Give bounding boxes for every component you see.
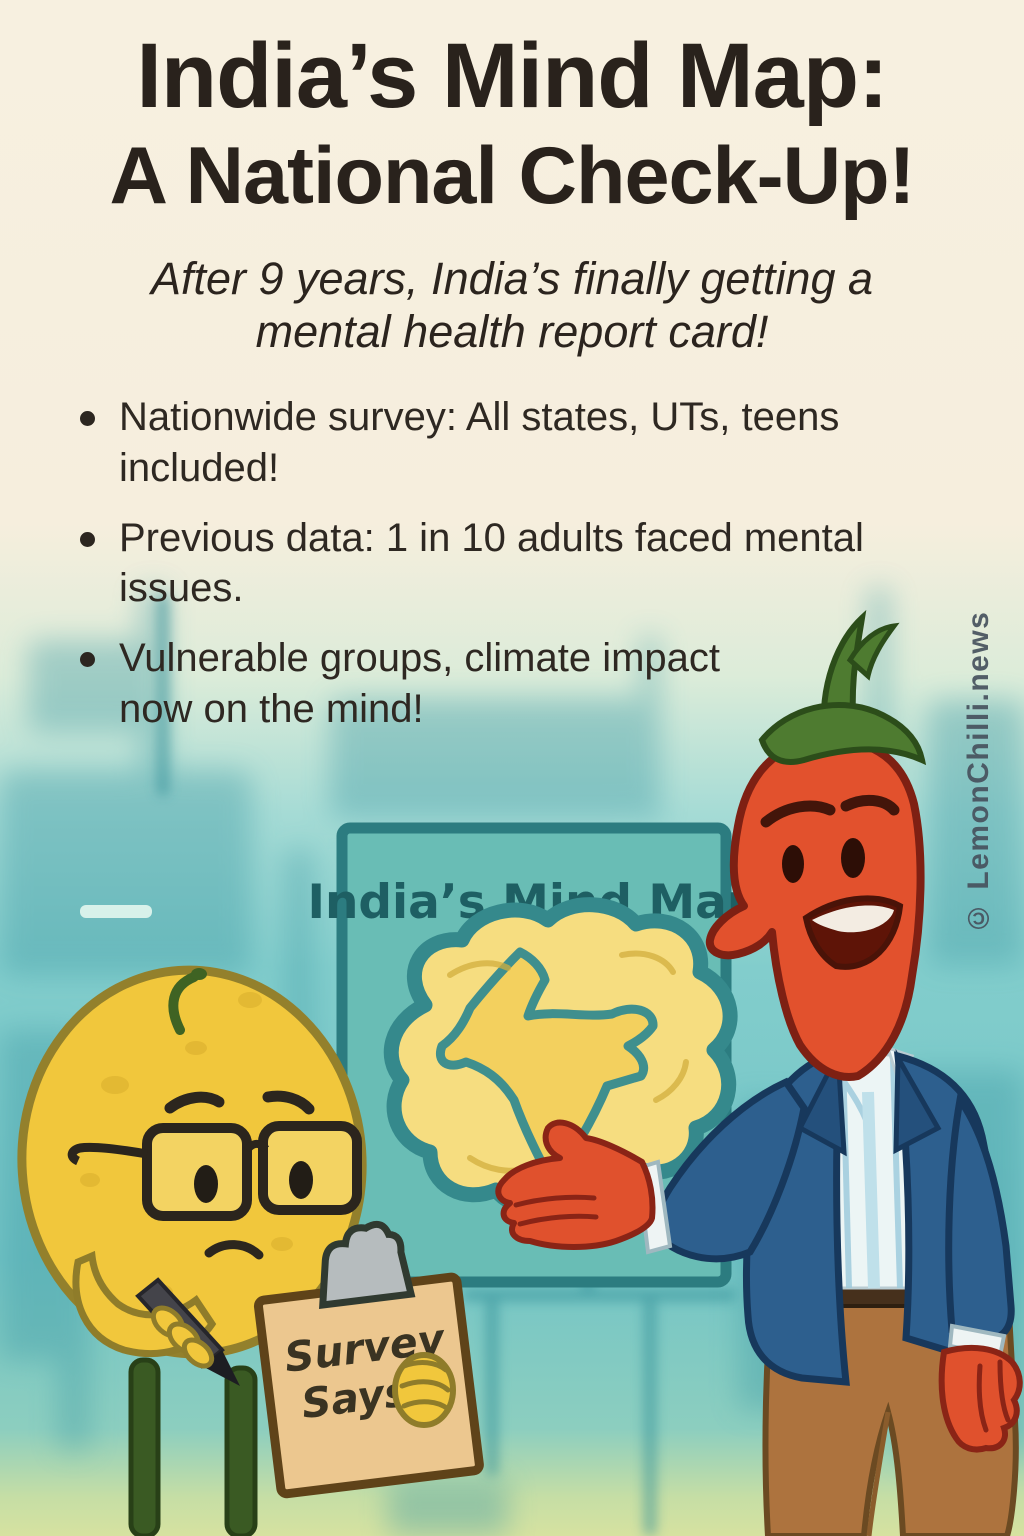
lemon-eyebrows	[164, 1090, 315, 1115]
title-line-1: India’s Mind Map:	[136, 25, 888, 127]
bullet-text-3: Vulnerable groups, climate impact now on…	[119, 633, 720, 735]
trouser-crease	[866, 1411, 891, 1536]
subtitle-line-1: After 9 years, India’s finally getting a	[150, 253, 874, 304]
bullet-dot	[80, 652, 95, 668]
bullet-3-line-2: now on the mind!	[119, 686, 424, 731]
bullet-item-1: Nationwide survey: All states, UTs, teen…	[78, 392, 948, 494]
lemon-stem-tip	[191, 968, 207, 980]
chilli-head	[705, 609, 927, 1081]
bullet-item-2: Previous data: 1 in 10 adults faced ment…	[78, 513, 948, 615]
bullet-3-line-1: Vulnerable groups, climate impact	[119, 636, 721, 681]
bullet-dot	[80, 531, 95, 547]
lemon-stem	[168, 972, 199, 1035]
chilli-hand-presenting	[495, 1119, 656, 1250]
lemon-eyes	[194, 1161, 313, 1203]
bullet-text-2: Previous data: 1 in 10 adults faced ment…	[119, 513, 864, 615]
clipboard-clip	[319, 1220, 416, 1309]
lemon-legs	[128, 1357, 258, 1536]
chilli-stem	[758, 609, 927, 766]
chilli-blazer	[648, 1044, 1015, 1386]
bullet-item-3: Vulnerable groups, climate impact now on…	[78, 633, 948, 735]
brain-map	[383, 897, 738, 1215]
chilli-mouth-smile	[802, 895, 904, 970]
title-line-2: A National Check-Up!	[109, 131, 915, 221]
bullet-list: Nationwide survey: All states, UTs, teen…	[78, 392, 948, 754]
chilli-hand-side	[938, 1344, 1023, 1453]
lemon-mouth-frown	[204, 1240, 264, 1260]
watermark-credit: © LemonChilli.news	[962, 610, 995, 934]
chilli-eyes	[782, 838, 865, 883]
bullet-2-line-1: Previous data: 1 in 10 adults faced ment…	[119, 515, 864, 560]
bullet-dot	[80, 411, 95, 426]
bullet-text-1: Nationwide survey: All states, UTs, teen…	[119, 392, 839, 494]
india-outline	[436, 947, 658, 1187]
subtitle: After 9 years, India’s finally getting a…	[0, 252, 1024, 358]
bullet-1-line-2: included!	[119, 445, 280, 490]
lemon-fingers-on-pencil	[150, 1305, 215, 1369]
subtitle-line-2: mental health report card!	[255, 306, 769, 358]
chilli-character	[495, 609, 1023, 1536]
chilli-eyebrows	[760, 794, 900, 828]
lemon-hand-on-clipboard	[392, 1352, 456, 1428]
blazer-lapel-right	[893, 1048, 942, 1155]
bullet-2-line-2: issues.	[119, 566, 244, 611]
bullet-1-line-1: Nationwide survey: All states, UTs, teen…	[119, 395, 840, 439]
blazer-lapel-left	[796, 1044, 847, 1157]
